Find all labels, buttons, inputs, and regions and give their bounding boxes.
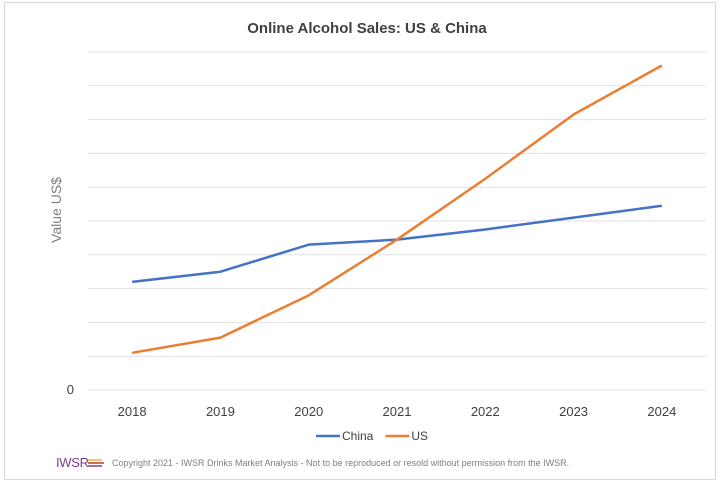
x-tick-label: 2022 xyxy=(471,404,500,419)
series-line-china xyxy=(132,204,663,284)
x-tick-label: 2024 xyxy=(647,404,676,419)
y-tick-label: 0 xyxy=(67,382,74,397)
x-tick-label: 2019 xyxy=(206,404,235,419)
legend-label-china: China xyxy=(342,429,374,443)
y-tick-labels: 0 xyxy=(67,382,74,397)
x-tick-label: 2020 xyxy=(294,404,323,419)
x-tick-labels: 2018 2019 2020 2021 2022 2023 2024 xyxy=(118,404,677,419)
legend-label-us: US xyxy=(411,429,428,443)
gridlines xyxy=(88,51,706,391)
y-axis-label: Value US$ xyxy=(48,177,64,243)
x-tick-label: 2023 xyxy=(559,404,588,419)
iwsr-logo: IWSR xyxy=(56,455,104,470)
chart-title: Online Alcohol Sales: US & China xyxy=(247,20,487,37)
series-line-us xyxy=(131,64,663,355)
series-lines xyxy=(131,64,663,355)
copyright-notice: Copyright 2021 - IWSR Drinks Market Anal… xyxy=(112,458,570,468)
x-tick-label: 2018 xyxy=(118,404,147,419)
x-tick-label: 2021 xyxy=(383,404,412,419)
legend: China US xyxy=(316,429,428,443)
footer: IWSR Copyright 2021 - IWSR Drinks Market… xyxy=(54,452,569,474)
